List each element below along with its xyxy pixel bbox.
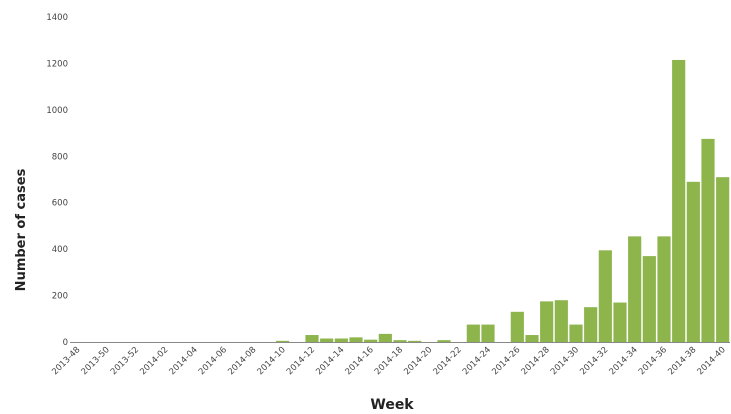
- x-tick-label: 2014-14: [314, 345, 346, 377]
- bar: [334, 338, 348, 342]
- bar: [569, 324, 583, 342]
- x-tick-label: 2014-28: [520, 345, 552, 377]
- bar: [554, 300, 568, 342]
- x-tick-label: 2014-32: [578, 345, 610, 377]
- y-tick-label: 400: [52, 245, 68, 255]
- x-tick-label: 2014-24: [461, 345, 493, 377]
- x-tick-label: 2014-02: [138, 345, 170, 377]
- y-tick-label: 200: [52, 292, 68, 302]
- x-tick-label: 2014-18: [373, 345, 405, 377]
- x-tick-label: 2014-04: [168, 345, 200, 377]
- bar: [481, 324, 495, 342]
- x-tick-label: 2014-22: [432, 345, 464, 377]
- x-tick-label: 2013-48: [50, 345, 82, 377]
- x-tick-label: 2014-06: [197, 345, 229, 377]
- bar: [305, 335, 319, 342]
- x-tick-label: 2014-10: [256, 345, 288, 377]
- x-tick-label: 2013-52: [109, 345, 141, 377]
- bar: [598, 250, 612, 342]
- bar: [657, 236, 671, 342]
- bar: [437, 340, 451, 342]
- y-axis-title: Number of cases: [14, 168, 29, 291]
- bar: [408, 340, 422, 342]
- bar: [364, 339, 378, 342]
- x-tick-label: 2014-16: [344, 345, 376, 377]
- bars: [276, 59, 730, 342]
- y-tick-label: 1000: [46, 106, 68, 116]
- bar: [716, 177, 730, 342]
- x-tick-label: 2014-20: [402, 345, 434, 377]
- x-tick-label: 2014-12: [285, 345, 317, 377]
- bar: [276, 340, 290, 342]
- y-tick-label: 1400: [46, 13, 68, 23]
- bar: [393, 340, 407, 342]
- bar: [349, 337, 363, 342]
- x-tick-label: 2014-34: [608, 345, 640, 377]
- x-tick-label: 2014-30: [549, 345, 581, 377]
- x-axis-title: Week: [370, 397, 414, 413]
- x-tick-label: 2014-26: [490, 345, 522, 377]
- bar: [584, 307, 598, 342]
- bar: [672, 59, 686, 342]
- y-tick-label: 1200: [46, 59, 68, 69]
- x-tick-label: 2014-40: [696, 345, 728, 377]
- bar: [686, 181, 700, 342]
- x-tick-label: 2013-50: [80, 345, 112, 377]
- y-tick-label: 600: [52, 199, 68, 209]
- bar: [642, 256, 656, 342]
- x-tick-label: 2014-36: [637, 345, 669, 377]
- x-axis-ticks: 2013-482013-502013-522014-022014-042014-…: [50, 345, 728, 377]
- bar: [628, 236, 642, 342]
- bar: [525, 335, 539, 342]
- x-tick-label: 2014-38: [666, 345, 698, 377]
- y-tick-label: 800: [52, 152, 68, 162]
- bar: [320, 338, 334, 342]
- y-axis-ticks: 0 200 400 600 800 1000 1200 1400: [46, 13, 68, 348]
- bar: [613, 302, 627, 342]
- x-tick-label: 2014-08: [226, 345, 258, 377]
- bar: [540, 301, 554, 342]
- bar: [378, 333, 392, 342]
- bar: [466, 324, 480, 342]
- y-tick-label: 0: [63, 338, 68, 348]
- bar: [510, 311, 524, 342]
- bar: [701, 138, 715, 342]
